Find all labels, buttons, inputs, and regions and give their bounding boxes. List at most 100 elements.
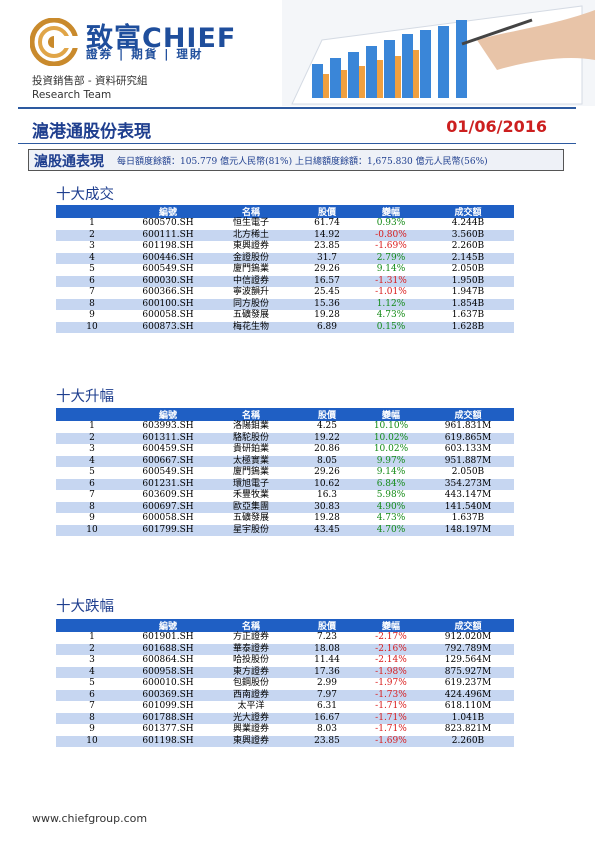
price-cell: 6.89 <box>294 321 360 333</box>
price-cell: 7.97 <box>294 689 360 701</box>
name-cell: 中信證券 <box>208 275 294 287</box>
table-header-row: 編號 名稱 股價 變幅 成交額 <box>56 408 514 421</box>
rank-cell: 5 <box>89 264 95 274</box>
column-header: 編號 <box>128 408 208 421</box>
top-turnover-table: 編號 名稱 股價 變幅 成交額 1 600570.SH 恒生電子 61.74 0.93% 4.244… <box>56 205 514 333</box>
section-title-top-losers: 十大跌幅 <box>56 599 114 615</box>
table-row: 8 601788.SH 光大證券 16.67 -1.71% 1.041B <box>56 712 514 724</box>
brand-name: 致富CHIEF <box>86 23 237 54</box>
turnover-cell: 1.854B <box>422 298 514 310</box>
turnover-cell: 2.145B <box>422 252 514 264</box>
table-row: 6 600030.SH 中信證券 16.57 -1.31% 1.950B <box>56 275 514 287</box>
turnover-cell: 141.540M <box>422 501 514 513</box>
code-cell: 600697.SH <box>128 501 208 513</box>
table-row: 4 600958.SH 東方證券 17.36 -1.98% 875.927M <box>56 666 514 678</box>
change-cell: -1.69% <box>375 241 407 251</box>
table-row: 5 600549.SH 廈門鎢業 29.26 9.14% 2.050B <box>56 264 514 276</box>
code-cell: 600958.SH <box>128 666 208 678</box>
change-cell: 0.93% <box>376 218 406 228</box>
turnover-cell: 2.260B <box>422 735 514 747</box>
rank-cell: 3 <box>89 655 95 665</box>
table-row: 4 600667.SH 太極實業 8.05 9.97% 951.887M <box>56 455 514 467</box>
name-cell: 禾豐牧業 <box>232 490 269 500</box>
change-cell: 9.97% <box>360 455 422 467</box>
turnover-cell: 4.244B <box>451 218 485 228</box>
column-header: 變幅 <box>360 408 422 421</box>
bar-chart-pen-illustration <box>282 0 595 106</box>
column-header: 股價 <box>294 619 360 632</box>
price-cell: 4.25 <box>316 421 338 431</box>
name-cell: 東興證券 <box>208 735 294 747</box>
name-cell: 恒生電子 <box>232 218 269 228</box>
table-row: 4 600446.SH 金證股份 31.7 2.79% 2.145B <box>56 252 514 264</box>
name-cell: 方正證券 <box>232 632 269 642</box>
change-cell: -1.71% <box>375 701 407 711</box>
header-blank <box>56 619 128 632</box>
name-cell: 北方稀土 <box>208 229 294 241</box>
rank-cell: 10 <box>56 735 128 747</box>
price-cell: 11.44 <box>314 655 340 665</box>
column-header: 股價 <box>294 408 360 421</box>
change-cell: -0.80% <box>360 229 422 241</box>
turnover-cell: 2.050B <box>451 264 485 274</box>
name-cell: 星宇股份 <box>208 524 294 536</box>
rank-cell: 2 <box>56 432 128 444</box>
turnover-cell: 792.789M <box>422 643 514 655</box>
name-cell: 廈門鎢業 <box>232 264 269 274</box>
turnover-cell: 424.496M <box>422 689 514 701</box>
code-cell: 601377.SH <box>142 724 194 734</box>
rank-cell: 1 <box>89 632 95 642</box>
table-row: 2 601311.SH 駱駝股份 19.22 10.02% 619.865M <box>56 432 514 444</box>
change-cell: -1.01% <box>375 287 407 297</box>
price-cell: 61.74 <box>314 218 340 228</box>
code-cell: 600570.SH <box>142 218 194 228</box>
turnover-cell: 619.865M <box>422 432 514 444</box>
rank-cell: 8 <box>56 501 128 513</box>
turnover-cell: 129.564M <box>444 655 492 665</box>
name-cell: 歐亞集團 <box>208 501 294 513</box>
code-cell: 601799.SH <box>128 524 208 536</box>
table-row: 10 601799.SH 星宇股份 43.45 4.70% 148.197M <box>56 524 514 536</box>
code-cell: 600549.SH <box>142 467 194 477</box>
column-header: 名稱 <box>208 619 294 632</box>
table-row: 9 600058.SH 五礦發展 19.28 4.73% 1.637B <box>56 310 514 322</box>
table-row: 3 601198.SH 東興證券 23.85 -1.69% 2.260B <box>56 241 514 253</box>
change-cell: -1.69% <box>360 735 422 747</box>
header-blank <box>56 205 128 218</box>
table-row: 9 601377.SH 興業證券 8.03 -1.71% 823.821M <box>56 724 514 736</box>
turnover-cell: 823.821M <box>444 724 492 734</box>
table-row: 1 603993.SH 洛陽鉬業 4.25 10.10% 961.831M <box>56 421 514 433</box>
code-cell: 603993.SH <box>142 421 194 431</box>
turnover-cell: 2.260B <box>451 241 485 251</box>
code-cell: 600667.SH <box>128 455 208 467</box>
rank-cell: 7 <box>89 490 95 500</box>
name-cell: 興業證券 <box>232 724 269 734</box>
price-cell: 16.67 <box>294 712 360 724</box>
rank-cell: 9 <box>89 513 95 523</box>
table-row: 9 600058.SH 五礦發展 19.28 4.73% 1.637B <box>56 513 514 525</box>
column-header: 成交額 <box>422 619 514 632</box>
table-row: 2 601688.SH 華泰證券 18.08 -2.16% 792.789M <box>56 643 514 655</box>
turnover-cell: 912.020M <box>444 632 492 642</box>
code-cell: 600058.SH <box>142 513 194 523</box>
column-header: 變幅 <box>360 205 422 218</box>
name-cell: 同方股份 <box>208 298 294 310</box>
table-row: 7 600366.SH 寧波韻升 25.45 -1.01% 1.947B <box>56 287 514 299</box>
table-row: 7 603609.SH 禾豐牧業 16.3 5.98% 443.147M <box>56 490 514 502</box>
table-header-row: 編號 名稱 股價 變幅 成交額 <box>56 619 514 632</box>
turnover-cell: 1.947B <box>451 287 485 297</box>
change-cell: 9.14% <box>376 467 406 477</box>
name-cell: 西南證券 <box>208 689 294 701</box>
footer-website: www.chiefgroup.com <box>32 812 148 825</box>
change-cell: -2.14% <box>375 655 407 665</box>
code-cell: 600366.SH <box>142 287 194 297</box>
turnover-cell: 1.628B <box>422 321 514 333</box>
table-row: 7 601099.SH 太平洋 6.31 -1.71% 618.110M <box>56 701 514 713</box>
rank-cell: 5 <box>89 678 95 688</box>
change-cell: -2.17% <box>375 632 407 642</box>
change-cell: 4.90% <box>360 501 422 513</box>
turnover-cell: 603.133M <box>444 444 492 454</box>
table-row: 5 600010.SH 包鋼股份 2.99 -1.97% 619.237M <box>56 678 514 690</box>
top-losers-table: 編號 名稱 股價 變幅 成交額 1 601901.SH 方正證券 7.23 -2.17% 912.0… <box>56 619 514 747</box>
rank-cell: 9 <box>89 724 95 734</box>
